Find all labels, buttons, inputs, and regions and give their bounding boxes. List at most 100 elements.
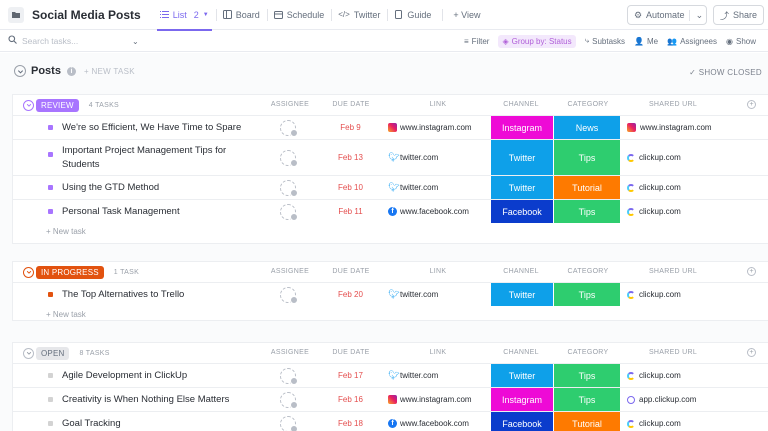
status-square[interactable] xyxy=(48,209,53,214)
group-by-button[interactable]: ◈ Group by: Status xyxy=(498,34,576,48)
tab-schedule[interactable]: Schedule xyxy=(266,0,332,30)
table-row[interactable]: Goal Tracking Feb 18 f www.facebook.com F… xyxy=(13,411,768,431)
collapse-group-toggle[interactable] xyxy=(23,266,34,278)
assignees-button[interactable]: 👥 Assignees xyxy=(667,36,717,46)
task-name[interactable]: Important Project Management Tips for St… xyxy=(62,144,227,170)
category-cell[interactable]: Tips xyxy=(554,140,620,175)
collapse-group-toggle[interactable] xyxy=(23,99,34,111)
task-name[interactable]: The Top Alternatives to Trello xyxy=(62,288,185,300)
due-date[interactable]: Feb 10 xyxy=(338,183,363,192)
subtasks-button[interactable]: ⤷ Subtasks xyxy=(584,36,626,46)
task-name[interactable]: Using the GTD Method xyxy=(62,181,160,193)
tab-guide[interactable]: Guide xyxy=(387,0,438,30)
column-category[interactable]: CATEGORY xyxy=(567,268,609,275)
column-channel[interactable]: CHANNEL xyxy=(503,268,539,275)
folder-icon[interactable] xyxy=(8,6,24,23)
status-square[interactable] xyxy=(48,373,53,378)
channel-cell[interactable]: Instagram xyxy=(491,116,553,139)
link-cell[interactable]: www.instagram.com xyxy=(388,123,472,132)
chevron-down-icon[interactable]: ⌄ xyxy=(132,37,139,46)
status-square[interactable] xyxy=(48,397,53,402)
table-row[interactable]: Important Project Management Tips for St… xyxy=(13,139,768,175)
link-cell[interactable]: 🐦︎ twitter.com xyxy=(388,152,439,162)
column-category[interactable]: CATEGORY xyxy=(567,101,609,108)
column-shared-url[interactable]: SHARED URL xyxy=(648,101,698,108)
link-cell[interactable]: 🐦︎ twitter.com xyxy=(388,370,439,380)
assignee-avatar[interactable] xyxy=(280,391,298,409)
status-square[interactable] xyxy=(48,185,53,190)
column-shared-url[interactable]: SHARED URL xyxy=(648,349,698,356)
column-channel[interactable]: CHANNEL xyxy=(503,101,539,108)
link-cell[interactable]: www.instagram.com xyxy=(388,395,472,404)
channel-cell[interactable]: Facebook xyxy=(491,412,553,431)
category-cell[interactable]: News xyxy=(554,116,620,139)
assignee-avatar[interactable] xyxy=(280,367,298,385)
task-name[interactable]: Goal Tracking xyxy=(62,417,121,429)
share-button[interactable]: ⤴ Share xyxy=(712,5,764,25)
status-square[interactable] xyxy=(48,152,53,157)
shared-url-cell[interactable]: clickup.com xyxy=(627,371,681,380)
column-link[interactable]: LINK xyxy=(429,101,447,108)
assignee-avatar[interactable] xyxy=(280,286,298,304)
channel-cell[interactable]: Facebook xyxy=(491,200,553,223)
channel-cell[interactable]: Twitter xyxy=(491,176,553,199)
channel-cell[interactable]: Instagram xyxy=(491,388,553,411)
link-cell[interactable]: f www.facebook.com xyxy=(388,207,469,216)
table-row[interactable]: Agile Development in ClickUp Feb 17 🐦︎ tw… xyxy=(13,363,768,387)
category-cell[interactable]: Tutorial xyxy=(554,412,620,431)
table-row[interactable]: Personal Task Management Feb 11 f www.fac… xyxy=(13,199,768,223)
column-channel[interactable]: CHANNEL xyxy=(503,349,539,356)
task-name[interactable]: Creativity is When Nothing Else Matters xyxy=(62,393,230,405)
table-row[interactable]: The Top Alternatives to Trello Feb 20 🐦︎… xyxy=(13,282,768,306)
shared-url-cell[interactable]: clickup.com xyxy=(627,207,681,216)
shared-url-cell[interactable]: clickup.com xyxy=(627,183,681,192)
channel-cell[interactable]: Twitter xyxy=(491,364,553,387)
info-icon[interactable]: i xyxy=(66,66,76,76)
status-badge[interactable]: REVIEW xyxy=(36,98,79,112)
collapse-group-toggle[interactable] xyxy=(23,347,34,359)
link-cell[interactable]: f www.facebook.com xyxy=(388,419,469,428)
add-column-icon[interactable]: + xyxy=(747,100,756,109)
new-task-button[interactable]: + New task xyxy=(46,226,86,236)
link-cell[interactable]: 🐦︎ twitter.com xyxy=(388,289,439,299)
show-button[interactable]: ◉ Show xyxy=(726,36,756,46)
table-row[interactable]: We're so Efficient, We Have Time to Spar… xyxy=(13,115,768,139)
status-square[interactable] xyxy=(48,292,53,297)
due-date[interactable]: Feb 13 xyxy=(338,153,363,162)
category-cell[interactable]: Tutorial xyxy=(554,176,620,199)
tab-list[interactable]: List 2 ▼ xyxy=(153,0,216,31)
due-date[interactable]: Feb 20 xyxy=(338,290,363,299)
status-square[interactable] xyxy=(48,421,53,426)
due-date[interactable]: Feb 18 xyxy=(338,419,363,428)
collapse-toggle[interactable] xyxy=(14,65,26,77)
column-link[interactable]: LINK xyxy=(429,268,447,275)
task-name[interactable]: Agile Development in ClickUp xyxy=(62,369,188,381)
shared-url-cell[interactable]: www.instagram.com xyxy=(627,123,712,132)
column-due-date[interactable]: DUE DATE xyxy=(332,349,370,356)
status-square[interactable] xyxy=(48,125,53,130)
column-link[interactable]: LINK xyxy=(429,349,447,356)
shared-url-cell[interactable]: clickup.com xyxy=(627,153,681,162)
table-row[interactable]: Creativity is When Nothing Else Matters … xyxy=(13,387,768,411)
me-button[interactable]: 👤 Me xyxy=(634,36,659,46)
due-date[interactable]: Feb 16 xyxy=(338,395,363,404)
column-due-date[interactable]: DUE DATE xyxy=(332,101,370,108)
assignee-avatar[interactable] xyxy=(280,149,298,167)
new-task-button[interactable]: + NEW TASK xyxy=(83,66,135,76)
status-badge[interactable]: OPEN xyxy=(36,346,70,360)
due-date[interactable]: Feb 17 xyxy=(338,371,363,380)
task-name[interactable]: We're so Efficient, We Have Time to Spar… xyxy=(62,121,242,133)
shared-url-cell[interactable]: clickup.com xyxy=(627,419,681,428)
add-column-icon[interactable]: + xyxy=(747,348,756,357)
category-cell[interactable]: Tips xyxy=(554,388,620,411)
due-date[interactable]: Feb 11 xyxy=(338,207,363,216)
category-cell[interactable]: Tips xyxy=(554,283,620,306)
add-view-button[interactable]: + View xyxy=(442,0,487,30)
tab-board[interactable]: Board xyxy=(215,0,267,30)
shared-url-cell[interactable]: clickup.com xyxy=(627,290,681,299)
assignee-avatar[interactable] xyxy=(280,119,298,137)
add-column-icon[interactable]: + xyxy=(747,267,756,276)
category-cell[interactable]: Tips xyxy=(554,200,620,223)
filter-button[interactable]: ≡ Filter xyxy=(463,36,490,46)
assignee-avatar[interactable] xyxy=(280,179,298,197)
